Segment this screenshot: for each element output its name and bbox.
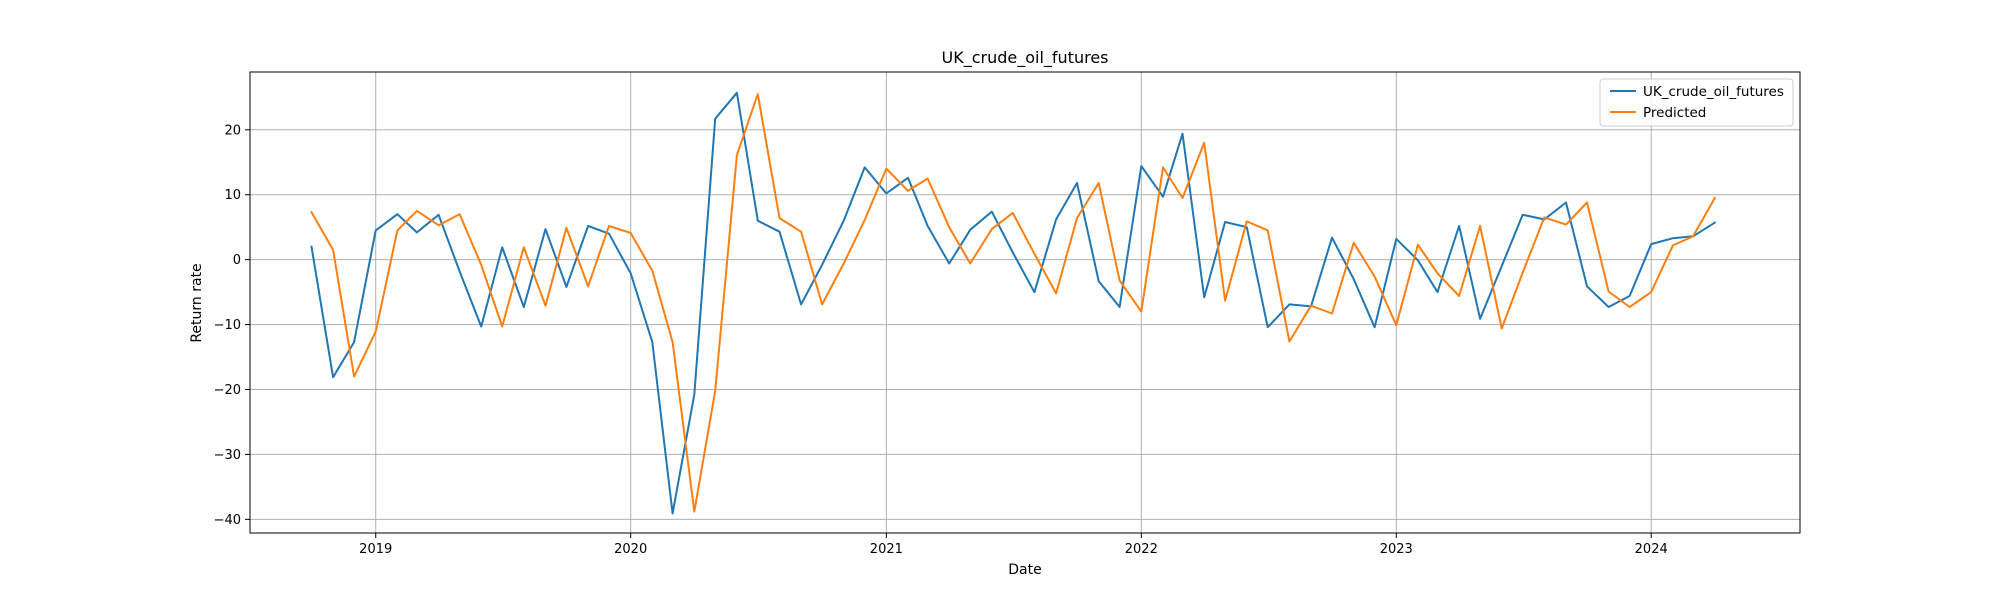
legend-box (1599, 78, 1794, 127)
x-axis-label: Date (1008, 562, 1041, 578)
y-axis-label: Return rate (189, 263, 205, 342)
series-line-actual (310, 91, 1717, 515)
y-tick-label-0: 0 (233, 253, 241, 268)
y-tick-label-20: 20 (224, 123, 241, 138)
legend-label-actual: UK_crude_oil_futures (1643, 84, 1784, 100)
y-tick-label--40: −40 (214, 513, 241, 528)
x-tick-label-2019: 2019 (359, 542, 392, 557)
plot-frame (249, 71, 1801, 534)
legend-label-predicted: Predicted (1643, 105, 1706, 121)
y-tick-label--10: −10 (214, 318, 241, 333)
x-tick-label-2023: 2023 (1380, 542, 1413, 557)
y-tick-label--30: −30 (214, 448, 241, 463)
grid-lines (250, 72, 1800, 533)
series-layer (310, 91, 1717, 515)
x-tick-label-2022: 2022 (1125, 542, 1158, 557)
x-axis-ticks: 2019 2020 2021 2022 2023 2024 (359, 533, 1668, 557)
y-tick-label--20: −20 (214, 383, 241, 398)
x-tick-label-2021: 2021 (870, 542, 903, 557)
y-axis-ticks: −40 −30 −20 −10 0 10 20 (214, 123, 250, 528)
x-tick-label-2020: 2020 (614, 542, 647, 557)
chart-title: UK_crude_oil_futures (942, 48, 1109, 68)
series-line-predicted (310, 93, 1717, 513)
x-tick-label-2024: 2024 (1635, 542, 1668, 557)
y-tick-label-10: 10 (224, 188, 241, 203)
legend: UK_crude_oil_futures Predicted (1599, 78, 1794, 127)
